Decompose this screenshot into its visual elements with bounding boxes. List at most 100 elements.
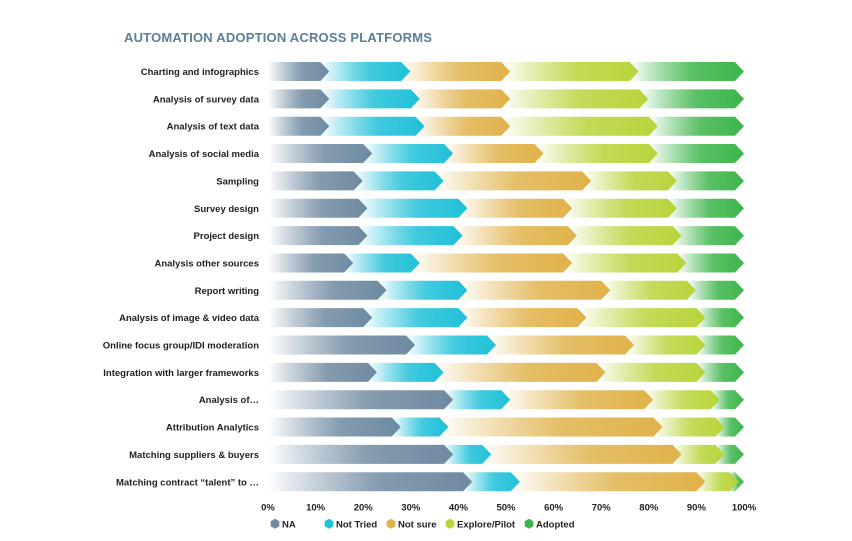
bar-adopted-analysis-of-text-data [648,116,744,136]
category-label-analysis-other-sources: Analysis other sources [154,258,259,269]
bar-not-tried-charting-and-infographics [320,62,411,81]
category-label-integration-with-larger-frameworks: Integration with larger frameworks [103,368,259,379]
bars-group [268,62,744,492]
bar-na-analysis-of-social-media [268,144,373,164]
bar-explore-pilot-attribution-analytics [653,417,725,437]
bar-adopted-sampling [667,171,744,191]
x-tick-label-5: 50% [496,502,516,513]
bar-explore-pilot-analysis-of-survey-data [501,89,649,109]
legend-label-na: NA [282,519,296,530]
x-tick-label-2: 20% [354,502,374,513]
bar-not-sure-analysis-of-survey-data [410,89,511,109]
category-label-analysis-of-image-video-data: Analysis of image & video data [119,313,260,324]
bar-na-attribution-analytics [268,417,401,437]
bar-na-analysis-of [268,390,454,410]
bar-explore-pilot-analysis-other-sources [563,253,687,273]
category-label-charting-and-infographics: Charting and infographics [141,67,259,78]
category-label-analysis-of-survey-data: Analysis of survey data [153,94,260,105]
bar-adopted-analysis-of-survey-data [639,89,744,109]
bar-explore-pilot-survey-design [563,198,677,218]
x-tick-label-10: 100% [732,502,757,513]
bar-not-tried-sampling [353,171,444,191]
bar-not-sure-matching-suppliers-buyers [482,444,682,464]
bar-explore-pilot-analysis-of-text-data [501,116,658,136]
legend-swatch-not-sure [386,518,396,529]
x-tick-label-3: 30% [401,502,421,513]
bar-na-analysis-of-image-video-data [268,308,373,328]
bar-not-sure-analysis-of-text-data [415,116,511,136]
legend-label-adopted: Adopted [536,519,575,530]
bar-adopted-survey-design [667,198,744,218]
category-label-matching-contract-talent-to: Matching contract “talent” to … [116,477,259,488]
bar-not-tried-analysis-of-image-video-data [363,308,468,328]
bar-not-sure-report-writing [458,280,611,300]
category-label-analysis-of-text-data: Analysis of text data [167,122,260,133]
bar-not-sure-analysis-of [501,390,654,410]
bar-na-matching-contract-talent-to [268,472,473,492]
bar-na-survey-design [268,198,368,218]
bar-not-tried-analysis-of-text-data [320,116,425,136]
category-label-online-focus-group-idi-moderation: Online focus group/IDI moderation [103,341,259,352]
legend-swatch-na [270,518,280,529]
bar-not-tried-analysis-other-sources [344,253,420,273]
bar-explore-pilot-project-design [567,226,682,246]
bar-explore-pilot-charting-and-infographics [501,62,639,81]
bar-na-matching-suppliers-buyers [268,444,454,464]
legend: NA Not Tried Not sure Explore/Pilot Adopted [270,518,575,530]
bar-not-sure-sampling [434,171,592,191]
bar-na-integration-with-larger-frameworks [268,362,377,382]
bar-na-charting-and-infographics [268,62,330,81]
category-labels-group: Charting and infographics Analysis of sur… [103,67,260,488]
bar-explore-pilot-analysis-of-image-video-data [577,308,706,328]
bar-na-report-writing [268,280,387,300]
bar-not-tried-integration-with-larger-frameworks [367,362,444,382]
category-label-analysis-of-social-media: Analysis of social media [149,149,260,160]
bar-not-sure-matching-contract-talent-to [510,472,706,492]
legend-label-not-sure: Not sure [398,519,437,530]
bar-explore-pilot-sampling [582,171,677,191]
bar-na-analysis-of-survey-data [268,89,330,109]
category-label-project-design: Project design [194,231,260,242]
bar-explore-pilot-matching-contract-talent-to [696,472,739,492]
x-tick-label-4: 40% [449,502,469,513]
x-tick-label-6: 60% [544,502,564,513]
category-label-analysis-of: Analysis of… [199,395,259,406]
bar-na-online-focus-group-idi-moderation [268,335,416,355]
bar-not-tried-analysis-of [444,390,511,410]
bar-na-project-design [268,226,368,246]
x-tick-label-8: 80% [639,502,659,513]
bar-explore-pilot-integration-with-larger-frameworks [596,362,706,382]
bar-explore-pilot-report-writing [601,280,696,300]
bar-not-sure-attribution-analytics [439,417,663,437]
bar-not-sure-analysis-of-social-media [444,144,544,164]
x-axis: 0% 10% 20% 30% 40% 50% 60% 70% 80% 90% 100% [261,502,757,513]
bar-not-tried-online-focus-group-idi-moderation [406,335,496,355]
category-label-attribution-analytics: Attribution Analytics [166,423,259,434]
bar-not-sure-project-design [453,226,577,246]
bar-not-tried-project-design [358,226,463,246]
x-tick-label-1: 10% [306,502,326,513]
x-tick-label-0: 0% [261,502,275,513]
bar-adopted-report-writing [686,280,744,300]
x-tick-label-9: 90% [687,502,707,513]
legend-swatch-adopted [524,518,534,529]
legend-label-not-tried: Not Tried [336,519,377,530]
bar-adopted-analysis-of-image-video-data [696,308,744,328]
category-label-survey-design: Survey design [194,204,259,215]
category-label-matching-suppliers-buyers: Matching suppliers & buyers [129,450,259,461]
bar-not-tried-attribution-analytics [391,417,449,437]
category-label-report-writing: Report writing [195,286,260,297]
bar-na-analysis-of-text-data [268,116,330,136]
bar-na-analysis-other-sources [268,253,354,273]
bar-adopted-integration-with-larger-frameworks [696,362,744,382]
bar-na-sampling [268,171,363,191]
bar-explore-pilot-analysis-of [644,390,720,410]
bar-adopted-attribution-analytics [715,417,744,437]
bar-not-sure-online-focus-group-idi-moderation [486,335,634,355]
bar-not-sure-integration-with-larger-frameworks [434,362,606,382]
bar-adopted-matching-suppliers-buyers [715,444,744,464]
legend-swatch-explore-pilot [445,518,455,529]
bar-not-sure-charting-and-infographics [401,62,511,81]
bar-explore-pilot-matching-suppliers-buyers [672,444,725,464]
